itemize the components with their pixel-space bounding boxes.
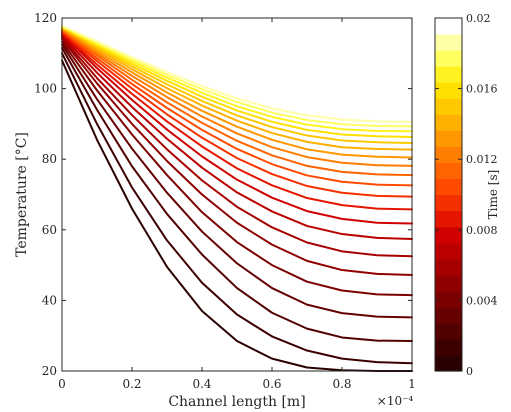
series-line-1 — [61, 52, 413, 365]
x-tick-label: 0.2 — [122, 377, 141, 391]
y-tick-label: 120 — [34, 11, 57, 25]
colorbar-segment — [435, 18, 462, 35]
colorbar-segment — [435, 242, 462, 260]
series-line-4 — [61, 40, 413, 297]
colorbar-tick-label: 0 — [466, 365, 473, 378]
colorbar-segment — [435, 66, 462, 83]
colorbar-segment — [435, 114, 462, 131]
colorbar-segment — [435, 98, 462, 115]
y-tick-label: 80 — [42, 152, 57, 166]
x-axis-exponent-label: ×10⁻⁴ — [377, 394, 414, 408]
x-tick-label: 0.6 — [262, 377, 281, 391]
series-line-9 — [61, 31, 413, 211]
series-line-10 — [61, 30, 413, 198]
plot-lines — [61, 24, 413, 372]
series-line-8 — [61, 32, 413, 225]
plot-frame — [61, 17, 413, 372]
colorbar-segment — [435, 162, 462, 180]
series-line-18 — [61, 25, 413, 133]
x-tick-label: 1 — [408, 377, 416, 391]
x-axis-label: Channel length [m] — [168, 394, 305, 410]
colorbar-segment — [435, 34, 462, 51]
colorbar-frame — [434, 17, 463, 372]
colorbar-label: Time [s] — [486, 170, 500, 220]
y-tick-label: 100 — [34, 82, 57, 96]
series-line-16 — [61, 26, 413, 144]
y-tick-label: 20 — [42, 364, 57, 378]
y-axis-ticks: 20 40 60 80 100 120 — [34, 11, 412, 378]
x-tick-label: 0.4 — [192, 377, 211, 391]
x-tick-label: 0.8 — [332, 377, 351, 391]
colorbar-segment — [435, 82, 462, 99]
series-line-5 — [61, 38, 413, 276]
x-axis-ticks: 0 0.2 0.4 0.6 0.8 1 — [58, 18, 416, 391]
series-line-13 — [61, 28, 413, 167]
series-line-3 — [61, 43, 413, 319]
colorbar-segment — [435, 354, 462, 372]
colorbar-tick-label: 0.008 — [466, 224, 498, 237]
colorbar-segment — [435, 146, 462, 164]
colorbar-segment — [435, 258, 462, 276]
colorbar-segment — [435, 226, 462, 244]
colorbar-segment — [435, 290, 462, 308]
series-line-6 — [61, 36, 413, 258]
series-line-2 — [61, 47, 413, 342]
colorbar-segment — [435, 274, 462, 292]
series-line-19 — [61, 25, 413, 128]
colorbar-segment — [435, 306, 462, 324]
colorbar-tick-label: 0.004 — [466, 294, 498, 307]
colorbar-tick-label: 0.012 — [466, 153, 498, 166]
colorbar-segment — [435, 338, 462, 356]
y-tick-label: 60 — [42, 223, 57, 237]
series-line-14 — [61, 27, 413, 159]
colorbar-tick-label: 0.02 — [466, 12, 491, 25]
y-axis-label: Temperature [°C] — [14, 132, 30, 257]
series-line-11 — [61, 29, 413, 187]
colorbar-segment — [435, 194, 462, 212]
series-line-12 — [61, 29, 413, 177]
colorbar-tick-label: 0.016 — [466, 83, 498, 96]
series-line-20 — [61, 24, 413, 123]
series-line-15 — [61, 26, 413, 151]
colorbar-segment — [435, 130, 462, 147]
series-line-7 — [61, 34, 413, 240]
x-tick-label: 0 — [58, 377, 66, 391]
colorbar-segment — [435, 322, 462, 340]
colorbar-segment — [435, 210, 462, 228]
colorbar: 0 0.004 0.008 0.012 0.016 0.02 — [434, 12, 498, 378]
series-line-17 — [61, 25, 413, 138]
y-tick-label: 40 — [42, 293, 57, 307]
colorbar-segment — [435, 178, 462, 196]
colorbar-segment — [435, 50, 462, 67]
